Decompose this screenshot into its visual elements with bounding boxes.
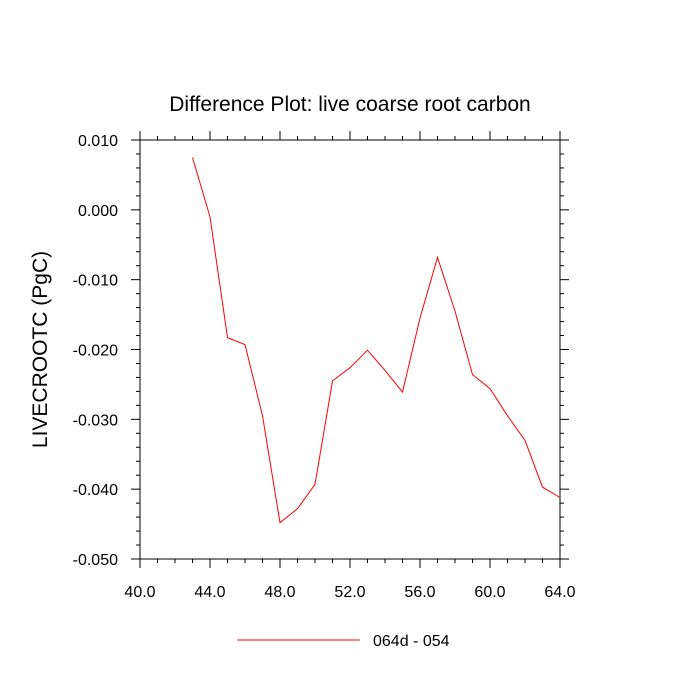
data-series xyxy=(192,157,561,524)
legend-label: 064d - 054 xyxy=(373,633,450,650)
axis-ticks xyxy=(131,131,569,568)
axis-tick-labels: 40.0 44.0 48.0 52.0 56.0 60.0 64.0 0.010 0.000 -0… xyxy=(73,133,576,601)
x-tick-label: 60.0 xyxy=(474,584,505,601)
x-tick-label: 44.0 xyxy=(194,584,225,601)
x-tick-label: 56.0 xyxy=(404,584,435,601)
y-tick-label: 0.000 xyxy=(78,203,118,220)
y-tick-label: -0.010 xyxy=(73,273,118,290)
y-tick-label: 0.010 xyxy=(78,133,118,150)
series-line xyxy=(192,157,561,524)
y-tick-label: -0.050 xyxy=(73,552,118,569)
y-tick-label: -0.020 xyxy=(73,343,118,360)
x-tick-label: 64.0 xyxy=(544,584,575,601)
y-axis-label: LIVECROOTC (PgC) xyxy=(29,251,52,448)
x-tick-label: 48.0 xyxy=(264,584,295,601)
x-tick-label: 52.0 xyxy=(334,584,365,601)
y-tick-label: -0.030 xyxy=(73,412,118,429)
legend: 064d - 054 xyxy=(237,633,450,650)
x-tick-label: 40.0 xyxy=(124,584,155,601)
chart-title: Difference Plot: live coarse root carbon xyxy=(169,93,530,116)
y-tick-label: -0.040 xyxy=(73,482,118,499)
plot-area-frame xyxy=(139,139,561,560)
